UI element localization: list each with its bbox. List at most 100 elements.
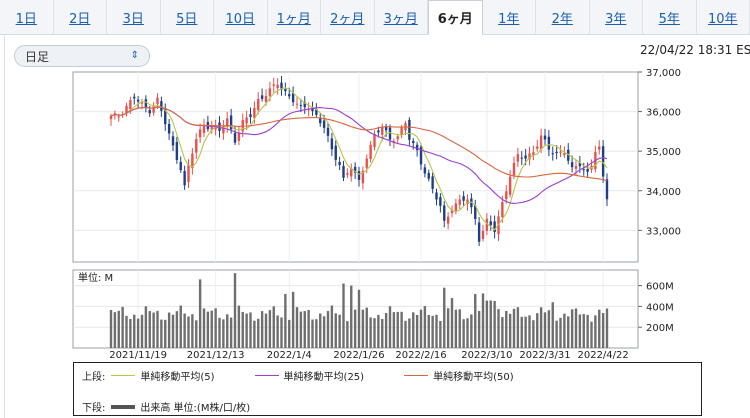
interval-select[interactable]: 日足 ⇕ (14, 45, 150, 67)
date-tick-label: 2021/11/19 (109, 350, 167, 361)
volume-bar (342, 283, 345, 348)
volume-bar (365, 307, 368, 348)
volume-bar (485, 300, 489, 348)
volume-bar (512, 308, 516, 348)
candle-body (520, 157, 523, 159)
volume-bar (574, 308, 578, 348)
candle-body (303, 102, 306, 108)
legend-upper-label: 上段: (82, 372, 106, 383)
tab-11[interactable]: 3年 (590, 0, 643, 34)
volume-bar (350, 285, 353, 348)
tab-7[interactable]: 3ヶ月 (375, 0, 428, 34)
tab-8[interactable]: 6ヶ月 (428, 0, 483, 35)
candle-body (187, 164, 190, 183)
volume-bar (276, 315, 279, 348)
volume-bar (415, 314, 419, 348)
candle-body (474, 205, 477, 220)
candle-body (512, 162, 516, 176)
candle-body (276, 84, 279, 89)
tab-4[interactable]: 10日 (214, 0, 268, 34)
candle-body (229, 115, 233, 130)
candle-body (148, 110, 151, 114)
tab-1[interactable]: 2日 (54, 0, 107, 34)
legend-volume-label: 出来高 単位:(M株/口/枚) (140, 403, 251, 414)
candle-body (299, 105, 303, 107)
tab-0[interactable]: 1日 (0, 0, 54, 34)
tab-10[interactable]: 2年 (536, 0, 590, 34)
tab-9[interactable]: 1年 (483, 0, 536, 34)
volume-bar (346, 321, 349, 348)
volume-bar (311, 319, 314, 348)
candle-body (315, 109, 318, 115)
tab-2[interactable]: 3日 (107, 0, 161, 34)
date-tick-label: 2022/4/22 (577, 350, 628, 361)
tab-6[interactable]: 2ヶ月 (321, 0, 375, 34)
candle-body (179, 161, 182, 171)
volume-bar (357, 289, 361, 348)
volume-bar (458, 309, 461, 348)
candle-body (226, 118, 229, 127)
candle-body (222, 126, 225, 134)
volume-bar (326, 311, 330, 348)
candle-body (582, 169, 585, 171)
volume-bar (454, 309, 458, 348)
volume-bar (508, 313, 512, 348)
volume-bar (381, 319, 384, 348)
volume-bar (419, 309, 423, 348)
candle-body (164, 108, 167, 125)
volume-bar (280, 317, 283, 348)
candle-body (245, 117, 248, 124)
volume-bar (140, 314, 144, 348)
ma5-line (114, 87, 608, 231)
volume-bar (222, 319, 225, 348)
candle-body (408, 119, 411, 140)
volume-bar (167, 312, 171, 348)
volume-bar (257, 318, 260, 348)
tab-5[interactable]: 1ヶ月 (268, 0, 321, 34)
candle-body (493, 221, 496, 232)
volume-bar (260, 311, 264, 348)
candle-body (284, 89, 287, 92)
candle-body (357, 171, 361, 180)
candle-body (563, 153, 566, 155)
candle-body (346, 173, 349, 175)
candle-body (152, 106, 155, 113)
candle-body (350, 168, 353, 177)
chart-legend: 上段: 単純移動平均(5) 単純移動平均(25) 単純移動平均(50) 下段: … (73, 362, 702, 416)
candle-body (524, 155, 527, 159)
candle-body (198, 129, 202, 138)
candle-body (140, 102, 144, 104)
candle-body (288, 94, 291, 97)
candle-body (160, 101, 163, 111)
volume-bar (439, 320, 442, 348)
volume-bar (412, 312, 415, 348)
volume-bar (446, 308, 450, 348)
candle-body (377, 130, 380, 133)
volume-bar (524, 316, 527, 348)
date-tick-label: 2022/1/26 (333, 350, 384, 361)
volume-bar (408, 318, 411, 348)
volume-bar (319, 313, 322, 348)
volume-bar (474, 293, 477, 348)
candle-body (233, 132, 237, 143)
volume-bar (315, 319, 318, 348)
candle-body (388, 127, 392, 140)
candle-body (431, 176, 434, 189)
volume-bar (109, 310, 113, 348)
volume-bar (183, 313, 186, 348)
candle-body (458, 199, 461, 205)
candle-body (396, 136, 399, 140)
tab-12[interactable]: 5年 (643, 0, 697, 34)
candle-body (322, 120, 326, 128)
price-tick-label: 37,000 (646, 68, 681, 79)
tab-3[interactable]: 5日 (161, 0, 214, 34)
legend-ma25-label: 単純移動平均(25) (283, 372, 365, 383)
candle-body (365, 158, 368, 168)
candle-body (202, 124, 206, 133)
volume-bar (129, 318, 132, 348)
volume-bar (532, 320, 535, 348)
candle-body (439, 197, 442, 206)
price-tick-label: 33,000 (646, 226, 681, 237)
candle-body (423, 167, 427, 174)
